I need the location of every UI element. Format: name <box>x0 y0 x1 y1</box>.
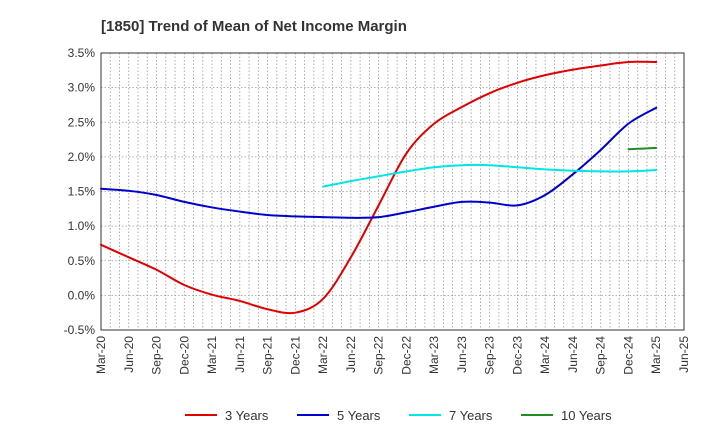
plot-frame <box>100 52 685 331</box>
y-tick-label: 2.5% <box>68 115 96 129</box>
x-tick-label: Mar-23 <box>427 336 441 374</box>
x-tick-label: Jun-21 <box>233 336 247 373</box>
x-tick-label: Sep-21 <box>261 336 275 375</box>
x-tick-label: Sep-23 <box>483 336 497 375</box>
legend-label-10-years: 10 Years <box>561 408 612 423</box>
x-tick-label: Jun-24 <box>566 336 580 373</box>
series-line-10-years <box>627 146 658 151</box>
legend-label-7-years: 7 Years <box>449 408 493 423</box>
x-tick-label: Jun-22 <box>344 336 358 373</box>
x-tick-label: Sep-22 <box>372 336 386 375</box>
x-tick-label: Mar-22 <box>316 336 330 374</box>
chart-title: [1850] Trend of Mean of Net Income Margi… <box>101 18 407 35</box>
y-tick-label: 0.5% <box>68 254 96 268</box>
series <box>100 60 658 315</box>
x-tick-label: Jun-20 <box>122 336 136 373</box>
axes: 3.5%3.0%2.5%2.0%1.5%1.0%0.5%0.0%-0.5%Mar… <box>64 46 691 375</box>
series-line-3-years <box>100 60 658 315</box>
legend-label-3-years: 3 Years <box>225 408 269 423</box>
y-tick-label: 1.5% <box>68 185 96 199</box>
x-tick-label: Sep-20 <box>150 336 164 375</box>
y-tick-label: 3.5% <box>68 46 96 60</box>
x-tick-label: Jun-25 <box>677 336 691 373</box>
x-tick-label: Mar-20 <box>94 336 108 374</box>
x-tick-label: Dec-24 <box>621 336 635 375</box>
legend-label-5-years: 5 Years <box>337 408 381 423</box>
series-line-5-years <box>100 106 658 219</box>
y-tick-label: 2.0% <box>68 150 96 164</box>
legend: 3 Years 5 Years 7 Years 10 Years <box>185 408 612 423</box>
x-tick-label: Mar-25 <box>649 336 663 374</box>
x-tick-label: Jun-23 <box>455 336 469 373</box>
x-tick-label: Dec-21 <box>288 336 302 375</box>
y-tick-label: -0.5% <box>64 323 96 337</box>
y-tick-label: 3.0% <box>68 81 96 95</box>
grid <box>100 52 685 331</box>
x-tick-label: Mar-24 <box>538 336 552 374</box>
x-tick-label: Dec-22 <box>399 336 413 375</box>
x-tick-label: Mar-21 <box>205 336 219 374</box>
x-tick-label: Sep-24 <box>594 336 608 375</box>
x-tick-label: Dec-23 <box>510 336 524 375</box>
series-line-7-years <box>322 163 658 188</box>
x-tick-label: Dec-20 <box>177 336 191 375</box>
y-tick-label: 1.0% <box>68 219 96 233</box>
y-tick-label: 0.0% <box>68 288 96 302</box>
